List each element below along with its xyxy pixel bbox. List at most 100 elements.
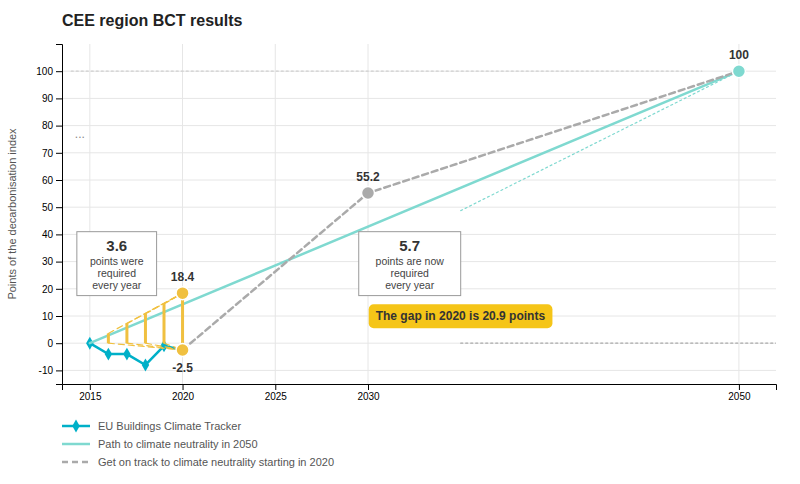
tick-mark xyxy=(90,384,91,390)
grid-line-x xyxy=(738,44,739,384)
tick-mark xyxy=(56,234,62,235)
guide-line xyxy=(71,71,702,72)
tick-label: 20 xyxy=(42,284,54,295)
legend-label: Path to climate neutrality in 2050 xyxy=(98,438,258,450)
tick: 70 xyxy=(42,148,62,159)
tick: 10 xyxy=(42,311,62,322)
marks xyxy=(71,65,776,372)
guide-line xyxy=(127,343,183,350)
annotation-box: 5.7points are nowrequiredevery year xyxy=(359,232,461,296)
tick: 90 xyxy=(42,93,62,104)
point xyxy=(176,287,189,300)
guide-line xyxy=(108,293,182,333)
tick-label: 30 xyxy=(42,256,54,267)
guide-line xyxy=(461,71,739,210)
bar xyxy=(107,333,110,343)
tick: 2030 xyxy=(357,384,380,402)
bar xyxy=(163,304,166,343)
chart: 20152020202520302050-1001020304050607080… xyxy=(0,0,800,484)
bar xyxy=(125,324,128,344)
tick: 30 xyxy=(42,256,62,267)
tick: 2025 xyxy=(265,384,288,402)
tick-label: 2025 xyxy=(265,391,288,402)
tick-label: 100 xyxy=(36,66,53,77)
annotation-text: The gap in 2020 is 20.9 points xyxy=(376,309,546,323)
grid-line-y xyxy=(62,98,776,99)
annotation-frame xyxy=(359,232,461,296)
tick-mark xyxy=(56,153,62,154)
tick: 100 xyxy=(36,66,62,77)
tick-label: 2030 xyxy=(357,391,380,402)
series-line xyxy=(90,71,739,343)
tick: 2050 xyxy=(728,384,751,402)
tick-mark xyxy=(739,384,740,390)
grid-line-y xyxy=(62,370,776,371)
tick: 50 xyxy=(42,202,62,213)
tick-mark xyxy=(56,289,62,290)
data-label: 55.2 xyxy=(356,170,380,184)
tick-mark xyxy=(275,384,276,390)
tick-label: -10 xyxy=(39,365,54,376)
data-label: -2.5 xyxy=(172,361,193,375)
grid xyxy=(62,44,776,384)
tick-label: 90 xyxy=(42,93,54,104)
tick-label: 50 xyxy=(42,202,54,213)
annotation-title: 3.6 xyxy=(106,237,127,254)
axis-line xyxy=(56,45,63,385)
tick-label: 40 xyxy=(42,229,54,240)
grid-line-x xyxy=(368,44,369,384)
bar xyxy=(181,294,184,343)
grid-line-y xyxy=(62,343,776,344)
legend-marker xyxy=(72,420,79,433)
data-labels: 18.4-2.555.2100 xyxy=(171,48,749,375)
annotation-text: points wererequiredevery year xyxy=(90,255,144,291)
annotation-text: points are nowrequiredevery year xyxy=(376,255,445,291)
grid-line-x xyxy=(182,44,183,384)
tick-mark xyxy=(56,370,62,371)
y-axis-title: Points of the decarbonisation index xyxy=(6,128,18,300)
annotations: 3.6points wererequiredevery year5.7point… xyxy=(75,127,553,328)
tick-mark xyxy=(368,384,369,390)
grid-line-y xyxy=(62,152,776,153)
tick-mark xyxy=(56,98,62,99)
tick: 80 xyxy=(42,120,62,131)
tick-mark xyxy=(56,71,62,72)
axis-line xyxy=(63,385,777,391)
marker xyxy=(142,359,149,372)
legend: EU Buildings Climate Tracker Path to clim… xyxy=(62,420,334,468)
series-line xyxy=(183,71,739,350)
annotation-title: 5.7 xyxy=(399,237,420,254)
tick-label: 2050 xyxy=(728,391,751,402)
legend-label: EU Buildings Climate Tracker xyxy=(98,420,241,432)
grid-line-y xyxy=(62,180,776,181)
tick: 60 xyxy=(42,175,62,186)
legend-swatch xyxy=(62,461,90,464)
guide-line xyxy=(108,343,182,350)
tick: 0 xyxy=(47,338,62,349)
point xyxy=(176,344,189,357)
tick-label: 10 xyxy=(42,311,54,322)
point xyxy=(732,65,745,78)
tick: 40 xyxy=(42,229,62,240)
series-line xyxy=(90,343,183,365)
tick-mark xyxy=(56,262,62,263)
grid-line-x xyxy=(275,44,276,384)
annotation-box: 3.6points wererequiredevery year xyxy=(77,232,157,296)
tick-label: 60 xyxy=(42,175,54,186)
tick: 20 xyxy=(42,284,62,295)
grid-line-y xyxy=(62,71,776,72)
tick-label: 2020 xyxy=(172,391,195,402)
tick-label: 80 xyxy=(42,120,54,131)
annotation-frame xyxy=(77,232,157,296)
tick-mark xyxy=(56,316,62,317)
tick-mark xyxy=(56,207,62,208)
tick-mark xyxy=(56,343,62,344)
plot: 20152020202520302050-1001020304050607080… xyxy=(36,44,776,468)
guide-line xyxy=(461,343,776,344)
marker xyxy=(105,348,112,361)
legend-item: Path to climate neutrality in 2050 xyxy=(62,438,258,450)
y-axis: -10 0 10 20 30 40 50 60 70 80 90 100 xyxy=(36,45,62,385)
guide-line xyxy=(127,293,183,323)
point xyxy=(362,187,375,200)
annotation-text: ... xyxy=(75,127,85,141)
